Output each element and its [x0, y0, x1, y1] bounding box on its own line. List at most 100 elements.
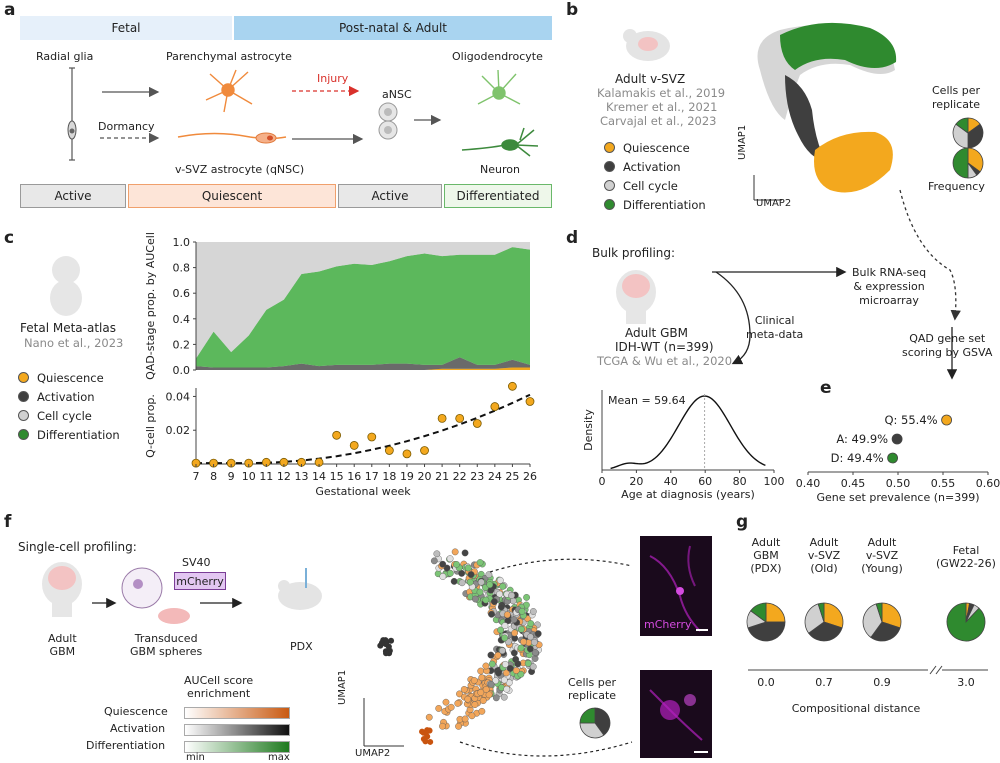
idh-label: IDH-WT (n=399): [615, 340, 714, 354]
score-quiescence: Quiescence: [104, 705, 168, 718]
umap-cell: [470, 677, 478, 684]
umap-cell-cluster: [424, 727, 431, 734]
umap-cell: [497, 603, 505, 611]
tcga-ref: TCGA & Wu et al., 2020: [597, 354, 733, 368]
umap-cell: [482, 686, 490, 693]
legend-b: Quiescence Activation Cell cycle Differenti…: [604, 138, 706, 214]
umap-cell: [471, 595, 479, 603]
umap-cell: [479, 697, 487, 705]
legend-dot: [604, 180, 615, 191]
pie-b1-slice-3: [955, 117, 969, 134]
ytick-label: 0.8: [173, 262, 191, 275]
q-point: [472, 419, 482, 428]
xtick-label: 19: [400, 470, 414, 483]
q-point: [508, 381, 517, 391]
vsvz-astro-label: v-SVZ astrocyte (qNSC): [175, 163, 305, 176]
umap2-f: UMAP2: [355, 748, 391, 759]
umap-cell: [439, 560, 447, 568]
umap-cell: [517, 644, 525, 652]
umap-cell: [527, 620, 535, 627]
umap-cell: [492, 677, 499, 685]
vsvz-astrocyte-icon: [177, 132, 287, 144]
umap-cell: [499, 582, 507, 590]
legend-dot: [604, 199, 615, 210]
umap-cell: [461, 715, 469, 723]
ytick-label: 0.04: [166, 390, 191, 403]
nano-ref: Nano et al., 2023: [24, 336, 124, 350]
xtick-label: 16: [347, 470, 361, 483]
prevalence-point: [891, 433, 903, 445]
adult-gbm-d: Adult GBM: [625, 326, 688, 340]
q-point: [420, 446, 429, 455]
legend-label: Cell cycle: [623, 178, 678, 193]
legend-item: Cell cycle: [18, 406, 120, 425]
pie-g-1-slice-1: [808, 621, 843, 642]
umap-cell: [460, 686, 468, 693]
pie-g-1-slice-3: [817, 602, 825, 623]
legend-item: Quiescence: [604, 138, 706, 157]
prevalence-label: Q: 55.4%: [884, 413, 937, 427]
trend-line: [196, 393, 531, 465]
umap-cell: [468, 712, 476, 720]
injury-label: Injury: [317, 72, 349, 85]
mouse-brain-icon: [623, 29, 670, 61]
chart-d-density: Mean = 59.64 0 20 40 60 80 100 Age at diagnosis…: [582, 390, 785, 501]
xtick-label: 0.60: [976, 477, 1000, 490]
umap-cell: [467, 571, 475, 578]
umap-cell: [510, 616, 518, 624]
xlabel-c: Gestational week: [315, 485, 411, 498]
ytick-label: 0.4: [173, 313, 191, 326]
q-point: [209, 458, 218, 468]
legend-item: Quiescence: [18, 368, 120, 387]
pie-b2-slice-0: [967, 147, 984, 173]
panel-label-c: c: [4, 228, 15, 248]
q-point: [455, 414, 465, 423]
umap-cell-cluster: [378, 639, 385, 646]
legend-dot: [18, 372, 29, 383]
q-point: [349, 441, 359, 450]
panel-label-e: e: [820, 378, 832, 398]
umap-cell: [476, 559, 484, 566]
q-point: [490, 402, 500, 411]
umap-cell-cluster: [383, 650, 390, 657]
group-label: v-SVZ: [866, 549, 899, 562]
umap-cell: [425, 713, 433, 721]
group-label: (GW22-26): [936, 557, 996, 570]
umap-cell: [486, 581, 494, 589]
panel-label-f: f: [4, 512, 12, 532]
umap-cell: [512, 667, 520, 674]
pie-frequency-b: [952, 147, 984, 179]
ytick-label: 0.2: [173, 338, 191, 351]
state-differentiated: Differentiated: [444, 184, 552, 208]
umap-cell: [514, 660, 522, 668]
radial-glia-label: Radial glia: [36, 50, 94, 63]
area-quiescence: [196, 367, 530, 370]
xtick-label: 12: [277, 470, 291, 483]
legend-label: Quiescence: [623, 140, 690, 155]
umap-cell: [439, 722, 446, 730]
bulk-rnaseq-label: Bulk RNA-seq & expression microarray: [852, 266, 927, 307]
panel-label-a: a: [4, 0, 16, 20]
umap-cell: [446, 555, 454, 563]
umap-cell: [456, 690, 463, 698]
umap-cell: [485, 691, 493, 699]
legend-dot: [18, 410, 29, 421]
xtick-label: 26: [523, 470, 537, 483]
umap-cell-cluster: [427, 738, 434, 745]
xtick-label: 0.50: [886, 477, 911, 490]
umap-cell: [503, 611, 511, 619]
legend-dot: [604, 161, 615, 172]
xtick-label: 24: [488, 470, 502, 483]
umap-cell: [487, 651, 495, 659]
umap-cell: [466, 578, 474, 586]
xtick-label: 14: [312, 470, 326, 483]
umap-cell: [497, 626, 505, 634]
xtick-label: 8: [210, 470, 217, 483]
umap-cell: [435, 705, 443, 712]
state-active-1: Active: [20, 184, 126, 208]
q-point: [384, 446, 394, 455]
umap-cell: [529, 663, 537, 671]
umap-cell: [447, 703, 455, 711]
umap-cell: [511, 629, 519, 637]
ylabel-c-bot: Q-cell prop.: [144, 394, 157, 458]
